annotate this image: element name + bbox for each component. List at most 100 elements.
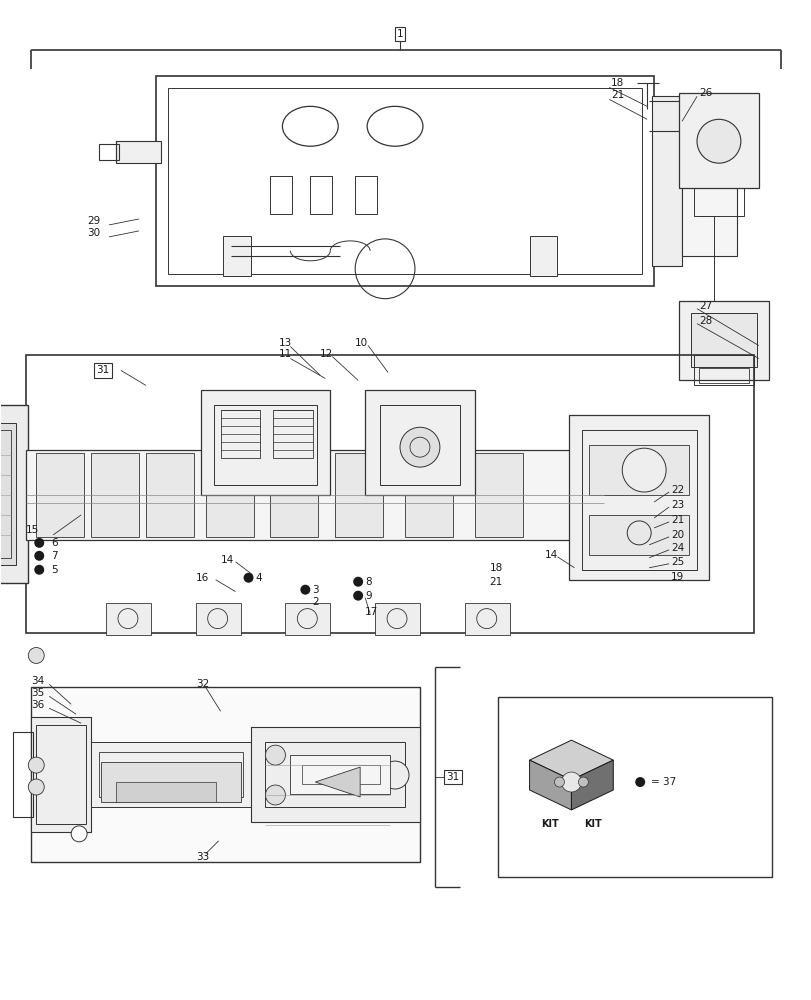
Bar [32,717,91,832]
Text: 17: 17 [365,607,378,617]
Bar [678,93,757,188]
Text: 27: 27 [698,301,711,311]
Bar [222,236,251,276]
Bar [265,742,405,807]
Bar [464,603,509,635]
Text: 1: 1 [397,29,403,39]
Circle shape [28,757,44,773]
Bar [569,415,708,580]
Text: 29: 29 [87,216,101,226]
Text: 18: 18 [611,78,624,88]
Text: 28: 28 [698,316,711,326]
Text: 23: 23 [670,500,684,510]
Text: 21: 21 [670,515,684,525]
Bar [651,96,681,266]
Text: 24: 24 [670,543,684,553]
Bar [36,453,84,537]
Text: 31: 31 [446,772,459,782]
Text: 6: 6 [51,538,58,548]
Bar [221,410,260,458]
Bar [156,76,654,286]
Circle shape [696,119,740,163]
Text: KIT: KIT [540,819,558,829]
Bar [581,430,696,570]
Bar [678,301,768,380]
Text: 31: 31 [97,365,109,375]
Text: 25: 25 [670,557,684,567]
Bar [116,141,161,163]
Text: KIT: KIT [584,819,602,829]
Polygon shape [529,740,612,780]
Bar [589,515,689,555]
Bar [0,423,16,565]
Text: 19: 19 [670,572,684,582]
Text: 3: 3 [312,585,319,595]
Bar [285,603,330,635]
Bar [213,405,317,485]
Circle shape [300,585,310,595]
Circle shape [353,591,363,601]
Circle shape [554,777,564,787]
Bar [273,410,313,458]
Text: 14: 14 [544,550,557,560]
Circle shape [380,761,409,789]
Bar [474,453,522,537]
Bar [529,236,557,276]
Bar [497,697,770,877]
Bar [0,405,28,583]
Bar [99,752,242,797]
Text: 21: 21 [611,90,624,100]
Bar [0,430,11,558]
Text: 11: 11 [278,349,291,359]
Bar [205,453,253,537]
Text: 5: 5 [51,565,58,575]
Text: 12: 12 [320,349,333,359]
Text: 8: 8 [365,577,371,587]
Bar [251,727,419,822]
Bar [106,603,151,635]
Bar [101,762,240,802]
Circle shape [634,777,645,787]
Circle shape [560,772,581,792]
Text: 22: 22 [670,485,684,495]
Bar [375,603,419,635]
Polygon shape [315,767,360,797]
Circle shape [28,647,44,663]
Text: 34: 34 [32,676,45,686]
Circle shape [577,777,588,787]
Bar [146,453,194,537]
Bar [380,405,459,485]
Bar [302,765,380,784]
Bar [270,453,318,537]
Text: = 37: = 37 [650,777,676,787]
Bar [698,368,748,383]
Bar [99,144,119,160]
Text: 13: 13 [278,338,291,348]
Circle shape [34,551,44,561]
Text: 32: 32 [195,679,208,689]
Bar [690,313,756,367]
Bar [26,450,603,540]
Circle shape [400,427,440,467]
Text: 35: 35 [32,688,45,698]
Bar [32,687,419,862]
Text: 30: 30 [87,228,100,238]
Circle shape [621,448,665,492]
Text: 2: 2 [312,597,319,607]
Bar [13,732,33,817]
Bar [200,390,330,495]
Circle shape [28,779,44,795]
Text: 7: 7 [51,551,58,561]
Bar [91,742,251,807]
Bar [168,88,642,274]
Text: 15: 15 [26,525,40,535]
Circle shape [265,785,285,805]
Bar [36,725,86,824]
Text: 18: 18 [489,563,502,573]
Circle shape [353,577,363,587]
Bar [270,176,292,214]
Bar [365,390,474,495]
Text: 33: 33 [195,852,208,862]
Bar [405,453,453,537]
Text: 16: 16 [195,573,208,583]
